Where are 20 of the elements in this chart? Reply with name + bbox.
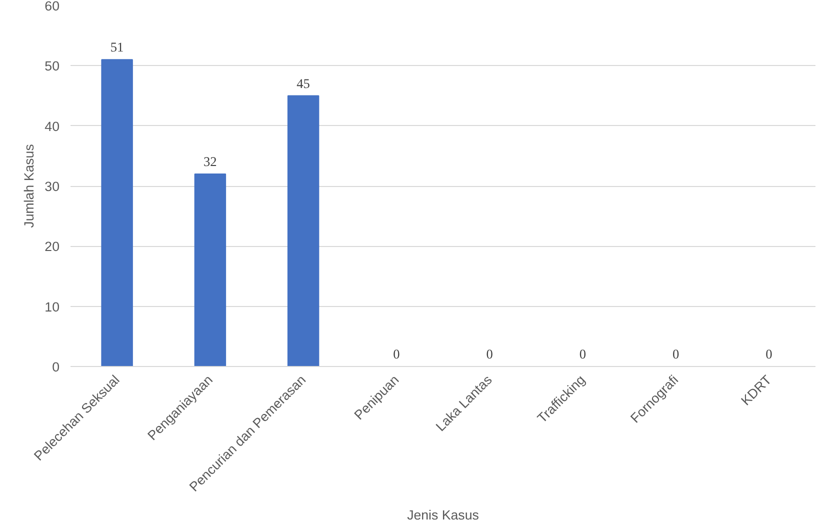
- y-axis-title: Jumlah Kasus: [22, 144, 37, 228]
- y-tick-label: 10: [44, 299, 60, 314]
- x-axis-title: Jenis Kasus: [407, 508, 480, 523]
- data-label: 0: [766, 346, 773, 362]
- y-tick-label: 60: [44, 0, 60, 14]
- data-label: 32: [204, 154, 217, 169]
- y-tick-label: 20: [44, 239, 60, 254]
- data-label: 0: [579, 346, 586, 362]
- data-label: 0: [393, 346, 400, 362]
- y-tick-label: 0: [52, 360, 60, 374]
- y-tick-label: 50: [44, 58, 60, 74]
- bar: [194, 173, 226, 366]
- data-label: 0: [486, 346, 494, 362]
- y-tick-label: 40: [44, 118, 60, 134]
- data-label: 45: [296, 76, 310, 91]
- data-label: 51: [110, 40, 124, 55]
- bar: [101, 59, 133, 366]
- y-tick-label: 30: [44, 179, 60, 194]
- bar: [287, 95, 320, 366]
- data-label: 0: [672, 346, 680, 362]
